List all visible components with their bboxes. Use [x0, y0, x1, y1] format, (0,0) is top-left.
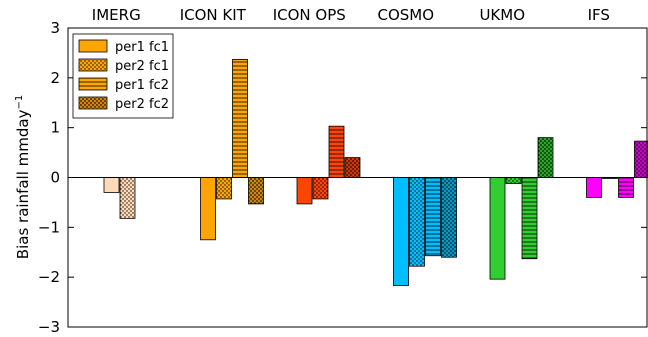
y-tick-label: 1 — [50, 119, 60, 137]
group-label: ICON KIT — [180, 6, 247, 24]
bar — [441, 177, 457, 258]
bar — [119, 177, 136, 219]
bar-hatch — [409, 177, 425, 267]
bar-hatch — [618, 177, 634, 198]
legend: per1 fc1 per2 fc1 per1 fc2 per2 fc2 — [72, 33, 174, 119]
bar — [296, 177, 313, 205]
group-label: IMERG — [92, 6, 141, 24]
bar-hatch — [522, 177, 537, 259]
legend-label: per1 fc1 — [115, 40, 169, 55]
legend-swatch-hatch — [79, 59, 107, 71]
bar-hatch — [345, 157, 360, 178]
legend-swatch — [79, 40, 107, 52]
bar-fill — [200, 177, 216, 240]
bar — [618, 177, 634, 198]
bar — [537, 137, 554, 178]
bar-hatch — [120, 177, 135, 219]
legend-label: per2 fc1 — [115, 59, 169, 74]
bar-hatch — [329, 126, 344, 178]
legend-swatch-outline — [78, 58, 108, 72]
legend-label: per2 fc2 — [115, 97, 169, 112]
y-tick-label: 3 — [50, 19, 60, 37]
bar — [328, 125, 345, 178]
bar — [505, 177, 522, 184]
legend-entry: per2 fc1 — [78, 58, 169, 74]
bar — [425, 177, 441, 257]
bar-fill — [393, 177, 409, 286]
y-tick-label: −1 — [38, 218, 60, 236]
bar-hatch — [634, 141, 648, 178]
bar — [409, 177, 425, 267]
legend-label: per1 fc2 — [115, 78, 169, 93]
bar — [586, 177, 602, 198]
bar — [634, 140, 648, 178]
bar — [521, 177, 538, 260]
y-axis-label-text: Bias rainfall mmday — [14, 109, 32, 259]
bar-fill — [297, 177, 312, 204]
bar-hatch — [232, 59, 248, 178]
y-axis-label: Bias rainfall mmday−1 — [14, 95, 32, 259]
bar-hatch — [313, 177, 328, 199]
group-label: IFS — [588, 6, 610, 24]
y-tick-label: 0 — [50, 169, 60, 187]
legend-entry: per2 fc2 — [78, 96, 169, 112]
plot-area — [67, 27, 648, 328]
legend-swatch-outline — [78, 96, 108, 110]
legend-entry: per1 fc2 — [78, 77, 169, 93]
legend-swatch-outline — [78, 77, 108, 91]
y-axis-ticks: −3 −2 −1 0 1 2 3 — [38, 19, 647, 336]
bar — [344, 157, 361, 178]
bar-fill — [586, 177, 602, 198]
bar — [216, 177, 232, 200]
y-tick-label: −2 — [38, 268, 60, 286]
bar-hatch — [216, 177, 232, 199]
bar-hatch — [506, 177, 521, 184]
bar-fill — [490, 177, 505, 280]
group-label: ICON OPS — [273, 6, 346, 24]
bar-fill — [104, 177, 119, 193]
bar-hatch — [441, 177, 457, 258]
legend-swatch-outline — [78, 39, 108, 53]
bar — [393, 177, 409, 287]
y-axis-label-superscript: −1 — [14, 95, 25, 110]
bar — [232, 58, 248, 178]
bar-hatch — [425, 177, 441, 256]
group-label: UKMO — [479, 6, 525, 24]
group-labels: IMERG ICON KIT ICON OPS COSMO UKMO IFS — [92, 6, 610, 24]
y-tick-label: 2 — [50, 69, 60, 87]
bar-hatch — [248, 177, 264, 204]
group-label: COSMO — [377, 6, 434, 24]
legend-swatch-hatch — [79, 78, 107, 90]
bar — [312, 177, 329, 200]
bar-hatch — [538, 137, 553, 178]
y-tick-label: −3 — [38, 318, 60, 336]
bar — [489, 177, 506, 280]
bar — [248, 177, 264, 205]
bar — [103, 177, 120, 193]
legend-entry: per1 fc1 — [78, 39, 169, 55]
bar — [200, 177, 216, 241]
legend-swatch-hatch — [79, 97, 107, 109]
